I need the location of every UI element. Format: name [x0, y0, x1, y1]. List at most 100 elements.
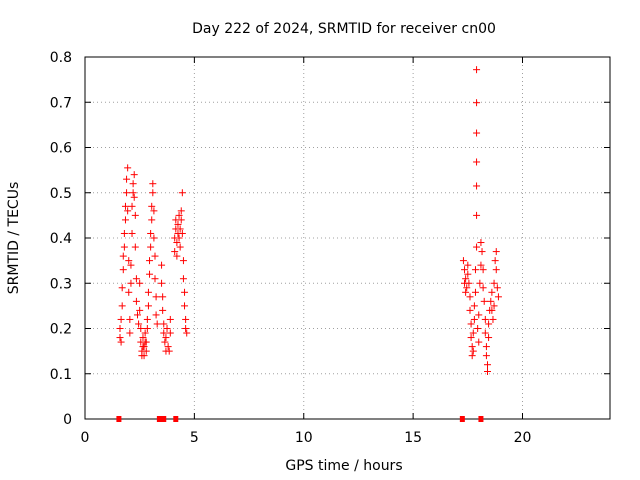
data-point: [134, 311, 141, 319]
data-point: [150, 207, 158, 215]
data-point: [149, 180, 157, 188]
data-point: [178, 189, 186, 197]
axis-ticks: 0 0.1 0.2 0.3 0.4 0.5 0.6 0.7 0.8 0 5 10 15 20: [50, 50, 610, 446]
data-points: [116, 66, 502, 422]
data-point: [474, 325, 482, 332]
plot-frame: [84, 56, 611, 420]
data-point: [461, 266, 469, 274]
data-point: [162, 334, 170, 342]
data-point: [120, 243, 128, 251]
data-point: [464, 261, 472, 269]
data-point: [164, 343, 172, 351]
data-point: [462, 288, 470, 296]
y-tick-label: 0.3: [50, 276, 72, 292]
data-point: [482, 352, 490, 360]
data-point: [140, 352, 148, 360]
data-point: [485, 334, 493, 342]
data-point: [159, 293, 167, 301]
data-point: [471, 288, 479, 296]
data-point: [477, 239, 485, 247]
data-point: [148, 216, 156, 224]
y-tick-label: 0.1: [50, 367, 72, 383]
data-point: [142, 338, 150, 346]
data-point: [471, 266, 479, 274]
x-tick-label: 20: [514, 430, 532, 446]
data-point: [128, 229, 136, 237]
data-point: [148, 202, 156, 210]
data-point: [174, 220, 182, 228]
chart-title: Day 222 of 2024, SRMTID for receiver cn0…: [192, 21, 496, 37]
data-point: [475, 338, 483, 346]
data-point: [470, 302, 478, 310]
data-point: [136, 306, 144, 314]
data-point: [137, 325, 145, 332]
data-point: [158, 279, 166, 287]
data-point: [146, 270, 154, 278]
data-point: [482, 343, 490, 351]
data-point: [492, 248, 500, 256]
baseline-marker: [459, 416, 465, 422]
data-point: [173, 252, 181, 260]
data-point: [130, 171, 138, 179]
data-point: [489, 315, 497, 323]
data-point: [177, 216, 185, 224]
data-point: [478, 248, 486, 256]
data-point: [143, 315, 151, 323]
data-point: [173, 239, 181, 247]
data-point: [494, 293, 502, 301]
data-point: [140, 343, 148, 351]
data-point: [182, 315, 190, 323]
data-point: [117, 338, 125, 346]
data-point: [119, 252, 127, 260]
data-point: [171, 248, 179, 256]
data-point: [473, 182, 481, 190]
data-point: [176, 225, 184, 233]
data-point: [119, 266, 127, 274]
data-point: [468, 352, 476, 360]
data-point: [181, 302, 189, 310]
x-tick-label: 0: [81, 430, 90, 446]
data-point: [132, 275, 140, 283]
data-point: [473, 99, 481, 107]
x-axis-label: GPS time / hours: [285, 458, 402, 474]
data-point: [488, 306, 496, 314]
data-point: [152, 311, 160, 319]
data-point: [127, 261, 135, 269]
data-point: [120, 229, 128, 237]
data-point: [462, 275, 470, 283]
baseline-marker: [478, 416, 484, 422]
data-point: [143, 325, 151, 332]
data-point: [484, 367, 491, 375]
y-tick-label: 0.4: [50, 231, 72, 247]
data-point: [144, 288, 152, 296]
data-point: [480, 297, 488, 305]
data-point: [127, 279, 135, 287]
data-point: [161, 338, 169, 346]
data-point: [121, 202, 129, 210]
y-tick-label: 0.5: [50, 186, 72, 202]
data-point: [176, 243, 184, 251]
y-tick-label: 0.7: [50, 95, 72, 111]
data-point: [135, 320, 143, 328]
x-tick-label: 15: [404, 430, 422, 446]
baseline-marker: [161, 416, 167, 422]
data-point: [121, 216, 129, 224]
data-point: [141, 329, 149, 337]
data-point: [153, 320, 161, 328]
data-point: [481, 315, 489, 323]
data-point: [179, 275, 187, 283]
y-tick-label: 0: [63, 412, 72, 428]
data-point: [473, 129, 481, 137]
data-point: [139, 334, 147, 342]
data-point: [163, 325, 171, 332]
data-point: [468, 343, 476, 351]
data-point: [479, 266, 487, 274]
data-point: [493, 284, 501, 292]
data-point: [491, 257, 499, 265]
data-point: [175, 211, 183, 219]
data-point: [181, 288, 189, 296]
data-point: [146, 257, 154, 265]
y-tick-label: 0.8: [50, 50, 72, 66]
data-point: [469, 329, 477, 337]
data-point: [477, 261, 485, 269]
